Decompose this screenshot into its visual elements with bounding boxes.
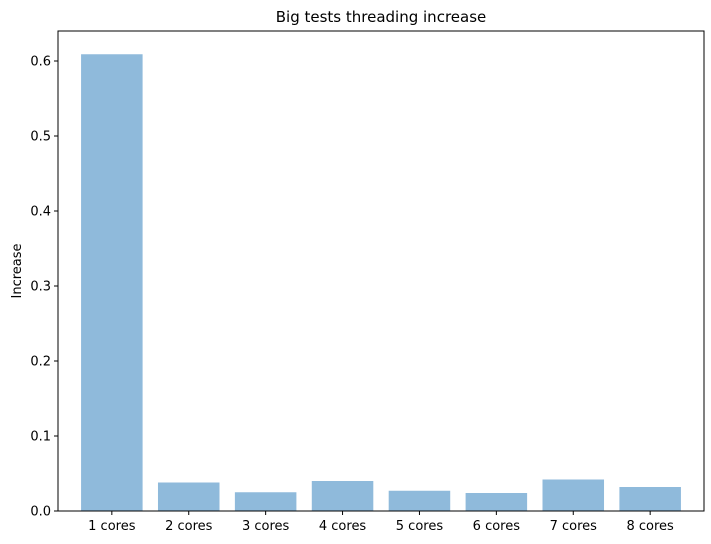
- bar-7-cores: [542, 479, 605, 511]
- y-tick-label: 0.0: [30, 505, 51, 520]
- bar-2-cores: [157, 482, 220, 511]
- y-tick-label: 0.2: [30, 355, 51, 370]
- bar-1-cores: [81, 54, 143, 511]
- y-tick-label: 0.3: [30, 280, 51, 295]
- x-tick-label: 6 cores: [473, 519, 521, 534]
- x-tick-label: 2 cores: [165, 519, 213, 534]
- y-tick-label: 0.5: [30, 130, 51, 145]
- x-tick-label: 4 cores: [319, 519, 367, 534]
- plot-frame: [57, 30, 705, 512]
- x-tick-label: 7 cores: [550, 519, 598, 534]
- x-tick-label: 8 cores: [626, 519, 674, 534]
- bar-4-cores: [311, 481, 374, 511]
- y-axis-ticks: 0.0 0.1 0.2 0.3 0.4 0.5 0.6: [30, 55, 58, 520]
- x-axis-ticks: 1 cores 2 cores 3 cores 4 cores 5 cores 6 cor…: [88, 511, 674, 534]
- y-tick-label: 0.6: [30, 55, 51, 70]
- bar-3-cores: [234, 492, 297, 511]
- y-tick-label: 0.4: [30, 205, 51, 220]
- bar-5-cores: [388, 490, 451, 511]
- chart-title: Big tests threading increase: [276, 8, 487, 26]
- x-tick-label: 3 cores: [242, 519, 290, 534]
- bar-6-cores: [465, 493, 528, 511]
- x-tick-label: 5 cores: [396, 519, 444, 534]
- bar-8-cores: [619, 487, 681, 511]
- y-axis-label: Increase: [10, 243, 25, 298]
- x-tick-label: 1 cores: [88, 519, 136, 534]
- bars-group: [81, 54, 681, 511]
- y-tick-label: 0.1: [30, 430, 51, 445]
